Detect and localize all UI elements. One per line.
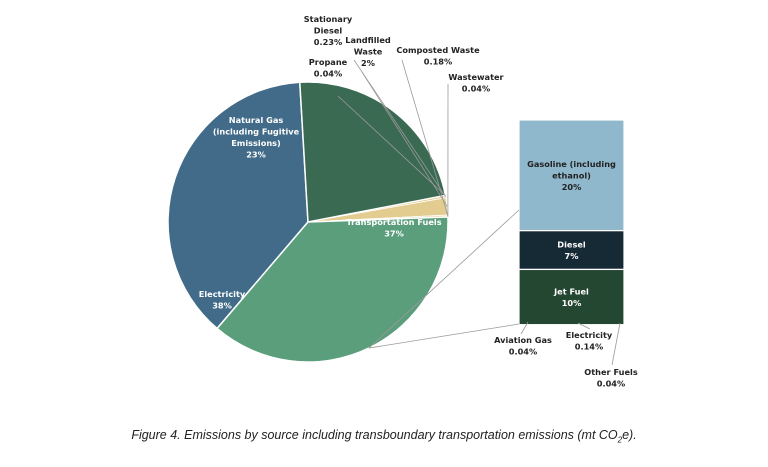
leader-bar-aviation-gas bbox=[520, 321, 529, 335]
pie-slice-electricity bbox=[167, 81, 309, 330]
pie-label-stationary: Stationary Diesel 0.23% bbox=[304, 14, 353, 47]
pie-label-transportation-fuels: Transportation Fuels 37% bbox=[346, 217, 441, 239]
leader-bar-other-fuels bbox=[611, 322, 621, 366]
chart-labels: Electricity 38% Natural Gas (including Fugi… bbox=[199, 14, 638, 389]
bar-segment-diesel bbox=[518, 230, 625, 271]
caption-subscript: 2 bbox=[617, 435, 623, 445]
bar-label-jet-fuel: Jet Fuel 10% bbox=[553, 286, 589, 308]
leader-composted-waste bbox=[401, 59, 449, 216]
stacked-bar-chart bbox=[518, 119, 625, 327]
pie-label-wastewater: Wastewater 0.04% bbox=[448, 72, 504, 94]
bar-label-diesel: Diesel 7% bbox=[557, 239, 586, 261]
pie-slice-natural-gas bbox=[298, 81, 447, 223]
bar-label-gasoline-including: Gasoline (including ethanol) 20% bbox=[527, 159, 616, 192]
pie-label-natural-gas: Natural Gas (including Fugitive Emissions)… bbox=[213, 115, 300, 160]
leader-landfilled bbox=[361, 71, 448, 207]
caption-suffix: e). bbox=[622, 428, 637, 442]
leader-propane bbox=[337, 95, 446, 196]
pie-to-bar-connectors bbox=[368, 209, 520, 349]
leader-bar-electricity bbox=[577, 322, 591, 330]
pie-label-propane: Propane 0.04% bbox=[309, 57, 348, 79]
bar-segment-other-fuels bbox=[518, 325, 625, 327]
figure-caption: Figure 4. Emissions by source including … bbox=[0, 428, 768, 445]
bar-label-electricity: Electricity 0.14% bbox=[566, 330, 613, 352]
bar-label-other-fuels: Other Fuels 0.04% bbox=[584, 367, 638, 389]
bar-label-aviation-gas: Aviation Gas 0.04% bbox=[494, 335, 552, 357]
emissions-figure: Electricity 38% Natural Gas (including Fugi… bbox=[167, 14, 638, 389]
bar-segment-gasoline-including bbox=[518, 119, 625, 232]
caption-prefix: Figure 4. Emissions by source including … bbox=[131, 428, 618, 442]
connector-upper bbox=[368, 209, 520, 349]
pie-label-electricity: Electricity 38% bbox=[199, 289, 246, 311]
pie-label-composted-waste: Composted Waste 0.18% bbox=[396, 45, 480, 67]
connector-lower bbox=[368, 323, 520, 349]
pie-label-landfilled: Landfilled Waste 2% bbox=[345, 35, 391, 68]
